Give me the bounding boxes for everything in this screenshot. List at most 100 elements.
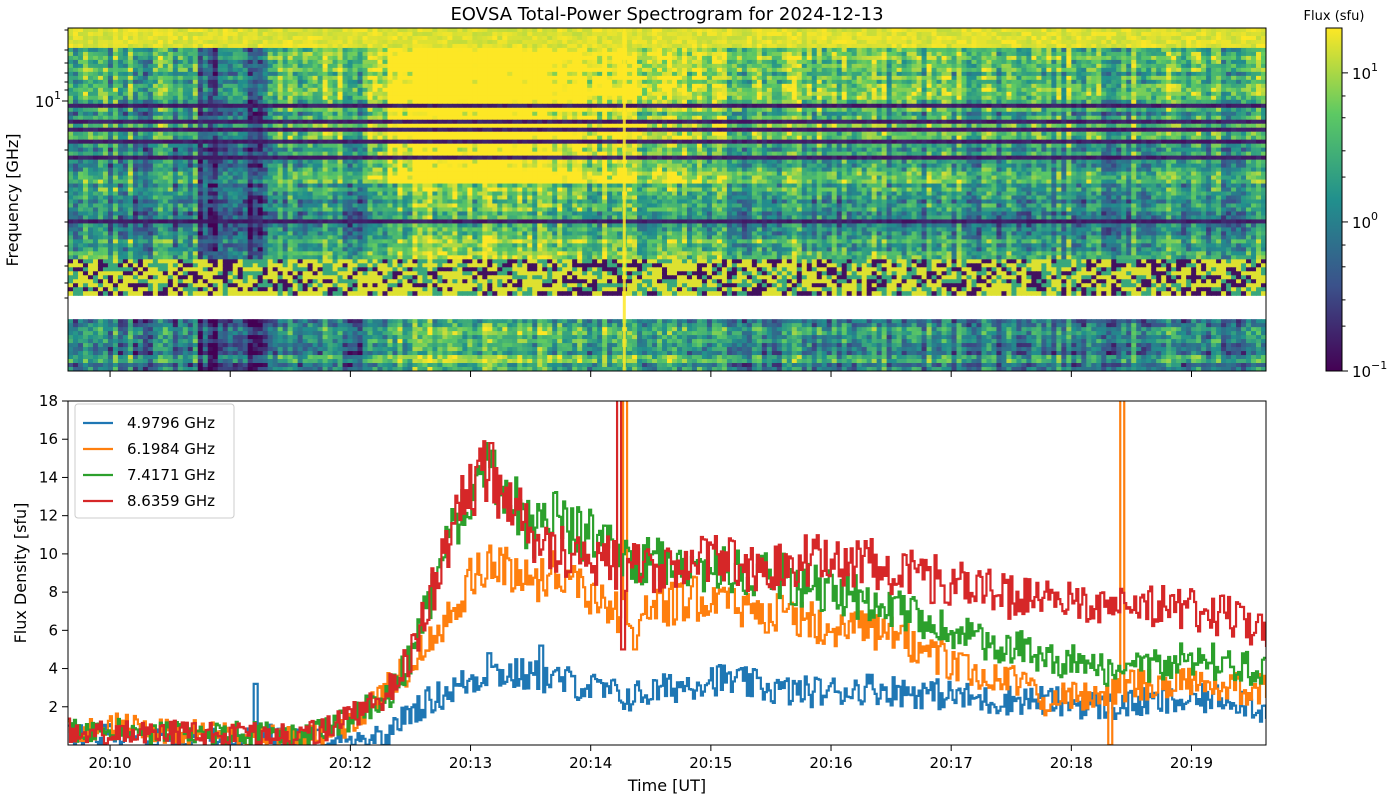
spectrogram-cell-2846 <box>1096 71 1102 77</box>
spectrogram-cell-2957 <box>452 75 458 81</box>
spectrogram-cell-4773 <box>1131 103 1137 109</box>
spectrogram-cell-3449 <box>512 83 518 89</box>
spectrogram-cell-4924 <box>686 107 693 113</box>
spectrogram-cell-4409 <box>512 99 518 105</box>
spectrogram-cell-4037 <box>1051 91 1057 97</box>
spectrogram-cell-1987 <box>402 59 409 65</box>
spectrogram-cell-2057 <box>751 59 758 65</box>
spectrogram-cell-668 <box>1006 35 1013 41</box>
spectrogram-cell-2237 <box>452 63 458 69</box>
spectrogram-cell-1678 <box>1256 51 1262 57</box>
spectrogram-cell-4923 <box>681 107 688 113</box>
spectrogram-cell-2463 <box>382 67 389 73</box>
spectrogram-cell-2490 <box>517 67 523 73</box>
spectrogram-cell-1461 <box>172 51 179 57</box>
spectrogram-cell-3363 <box>82 83 89 89</box>
spectrogram-cell-4092 <box>127 95 134 101</box>
spectrogram-cell-422 <box>976 31 983 37</box>
spectrogram-cell-37 <box>252 28 259 33</box>
spectrogram-cell-4596 <box>247 103 254 109</box>
spectrogram-cell-224 <box>1186 28 1192 33</box>
spectrogram-cell-2674 <box>237 71 244 77</box>
spectrogram-cell-4739 <box>961 103 968 109</box>
spectrogram-cell-4605 <box>292 103 299 109</box>
spectrogram-cell-3282 <box>876 79 883 85</box>
spectrogram-cell-3457 <box>552 83 558 89</box>
spectrogram-cell-1606 <box>896 51 903 57</box>
spectrogram-cell-3864 <box>187 91 194 97</box>
spectrogram-cell-987 <box>202 43 209 49</box>
spectrogram-cell-2353 <box>1031 63 1037 69</box>
spectrogram-cell-1170 <box>1116 43 1122 49</box>
spectrogram-cell-463 <box>1181 31 1187 37</box>
spectrogram-cell-1546 <box>597 51 603 57</box>
spectrogram-cell-4316 <box>1246 95 1252 101</box>
spectrogram-cell-2555 <box>841 67 848 73</box>
spectrogram-cell-3271 <box>821 79 828 85</box>
spectrogram-cell-721 <box>72 39 79 45</box>
spectrogram-cell-4985 <box>991 107 998 113</box>
spectrogram-cell-807 <box>502 39 508 45</box>
spectrogram-cell-4199 <box>662 95 668 101</box>
spectrogram-cell-1909 <box>1211 55 1217 61</box>
spectrogram-cell-1793 <box>632 55 638 61</box>
spectrogram-cell-1300 <box>567 47 573 53</box>
spectrogram-cell-2747 <box>602 71 608 77</box>
spectrogram-cell-1296 <box>547 47 553 53</box>
spectrogram-cell-2141 <box>1171 59 1177 65</box>
spectrogram-cell-4265 <box>991 95 998 101</box>
spectrogram-cell-2150 <box>1216 59 1222 65</box>
spectrogram-cell-2552 <box>826 67 833 73</box>
spectrogram-cell-393 <box>831 31 838 37</box>
spectrogram-cell-581 <box>572 35 578 41</box>
spectrogram-cell-4162 <box>477 95 483 101</box>
spectrogram-cell-3586 <box>1196 83 1202 89</box>
spectrogram-cell-3868 <box>207 91 214 97</box>
spectrogram-cell-2960 <box>467 75 473 81</box>
spectrogram-cell-3434 <box>437 83 443 89</box>
spectrogram-cell-1128 <box>906 43 913 49</box>
spectrogram-cell-97 <box>552 28 558 33</box>
spectrogram-cell-4940 <box>766 107 773 113</box>
spectrogram-cell-1121 <box>871 43 878 49</box>
spectrogram-cell-3877 <box>252 91 259 97</box>
spectrogram-cell-2978 <box>557 75 563 81</box>
spectrogram-cell-474 <box>1236 31 1242 37</box>
spectrogram-cell-2088 <box>906 59 913 65</box>
spectrogram-cell-2917 <box>252 75 259 81</box>
spectrogram-cell-3862 <box>177 91 184 97</box>
spectrogram-cell-4054 <box>1136 91 1142 97</box>
spectrogram-cell-1951 <box>222 59 229 65</box>
spectrogram-cell-3519 <box>861 83 868 89</box>
spectrogram-cell-3360 <box>68 83 74 89</box>
spectrogram-cell-213 <box>1131 28 1137 33</box>
spectrogram-cell-4496 <box>946 99 953 105</box>
spectrogram-cell-1694 <box>137 55 144 61</box>
spectrogram-cell-969 <box>112 43 119 49</box>
spectrogram-cell-1773 <box>532 55 538 61</box>
spectrogram-cell-3388 <box>207 83 214 89</box>
spectrogram-cell-2874 <box>1236 71 1242 77</box>
spectrogram-cell-118 <box>657 28 663 33</box>
spectrogram-cell-1640 <box>1066 51 1072 57</box>
spectrogram-cell-4843 <box>282 107 289 113</box>
spectrogram-cell-1140 <box>966 43 973 49</box>
spectrogram-cell-4712 <box>826 103 833 109</box>
spectrogram-cell-2431 <box>222 67 229 73</box>
spectrogram-cell-457 <box>1151 31 1157 37</box>
spectrogram-cell-4209 <box>711 95 718 101</box>
spectrogram-cell-4332 <box>127 99 134 105</box>
spectrogram-cell-3604 <box>87 87 94 93</box>
spectrogram-cell-3669 <box>412 87 419 93</box>
spectrogram-cell-4587 <box>202 103 209 109</box>
spectrogram-cell-1041 <box>472 43 478 49</box>
spectrogram-cell-3369 <box>112 83 119 89</box>
spectrogram-cell-487 <box>102 35 109 41</box>
spectrogram-cell-1768 <box>507 55 513 61</box>
spectrogram-cell-2554 <box>836 67 843 73</box>
spectrogram-cell-219 <box>1161 28 1167 33</box>
spectrogram-cell-1590 <box>816 51 823 57</box>
spectrogram-cell-792 <box>427 39 433 45</box>
spectrogram-cell-4103 <box>182 95 189 101</box>
spectrogram-cell-4302 <box>1176 95 1182 101</box>
